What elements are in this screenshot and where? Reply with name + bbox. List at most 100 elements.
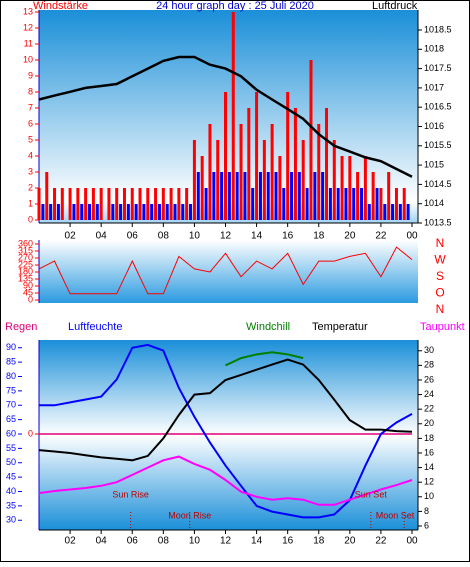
y-tick-label: 5	[28, 134, 33, 144]
y-tick-label: 16	[424, 447, 434, 457]
x-tick-label: 06	[127, 231, 139, 242]
y-tick-label: 18	[424, 433, 434, 443]
y-tick-label: 9	[28, 70, 33, 80]
y-tick-label: 90	[6, 342, 16, 352]
y-tick-label: 28	[424, 360, 434, 370]
series-line	[225, 351, 304, 367]
x-tick-label: 00	[406, 536, 418, 547]
y-tick-label: 30	[424, 345, 434, 355]
y-tick-label: 1018	[424, 44, 444, 54]
y-tick-label: 6	[424, 520, 429, 530]
y-tick-label: 75	[6, 385, 16, 395]
series-line	[38, 55, 413, 178]
x-tick-label: 08	[158, 536, 170, 547]
event-label: Sun Set	[355, 489, 388, 499]
x-tick-label: 08	[158, 231, 170, 242]
series-line	[38, 455, 413, 506]
legend-label: Luftfeuchte	[68, 321, 122, 333]
y-tick-label: 1014.5	[424, 179, 452, 189]
y-tick-label: 180	[18, 266, 33, 276]
y-tick-label: 45	[23, 287, 33, 297]
y-tick-label: 10	[424, 491, 434, 501]
y-tick-label: 45	[6, 472, 16, 482]
y-tick-label: 30	[6, 515, 16, 525]
y-tick-label: 1017	[424, 82, 444, 92]
y-tick-label: 1	[28, 198, 33, 208]
y-tick-label: 80	[6, 371, 16, 381]
y-label: Windstärke	[33, 0, 88, 12]
y-tick-label: 6	[28, 118, 33, 128]
y-tick-label: 40	[6, 486, 16, 496]
x-tick-label: 12	[220, 536, 232, 547]
y-tick-label: 8	[28, 86, 33, 96]
x-tick-label: 02	[65, 231, 77, 242]
series-line	[38, 358, 413, 462]
x-tick-label: 14	[251, 231, 263, 242]
x-tick-label: 20	[344, 231, 356, 242]
direction-label: W	[434, 253, 446, 267]
y2-label: Luftdruck	[372, 0, 418, 12]
event-label: Moon Rise	[168, 510, 211, 520]
y-tick-label: 65	[6, 414, 16, 424]
y-tick-label: 12	[424, 477, 434, 487]
y-tick-label: 1013.5	[424, 217, 452, 227]
event-label: Sun Rise	[112, 489, 149, 499]
x-tick-label: 04	[96, 536, 108, 547]
y-tick-label: 12	[23, 22, 33, 32]
y-tick-label: 11	[24, 38, 33, 48]
y-tick-label: 14	[424, 462, 434, 472]
series-line	[38, 246, 413, 295]
direction-label: O	[435, 286, 444, 300]
x-tick-label: 10	[189, 231, 201, 242]
x-tick-label: 00	[406, 231, 418, 242]
legend-label: Regen	[5, 321, 37, 333]
x-tick-label: 22	[375, 536, 387, 547]
y-tick-label: 270	[18, 252, 33, 262]
direction-label: S	[436, 269, 444, 283]
y-tick-label: 13	[23, 6, 33, 16]
x-tick-label: 16	[282, 231, 294, 242]
y-tick-label: 85	[6, 357, 16, 367]
y-tick-label: 1015	[424, 159, 444, 169]
y-tick-label: 60	[6, 428, 16, 438]
y-tick-label: 360	[18, 238, 33, 248]
x-tick-label: 02	[65, 536, 77, 547]
legend-label: Windchill	[246, 321, 290, 333]
y-tick-label: 35	[6, 500, 16, 510]
y-tick-label: 10	[23, 54, 33, 64]
legend-label: Temperatur	[312, 321, 368, 333]
y-tick-label: 0	[28, 294, 33, 304]
x-tick-label: 16	[282, 536, 294, 547]
x-tick-label: 06	[127, 536, 139, 547]
x-tick-label: 10	[189, 536, 201, 547]
y-tick-label: 0	[28, 214, 33, 224]
y-tick-label: 4	[28, 150, 33, 160]
x-tick-label: 22	[375, 231, 387, 242]
y-tick-label: 22	[424, 404, 434, 414]
x-tick-label: 20	[344, 536, 356, 547]
y-tick-label: 1017.5	[424, 63, 452, 73]
y-tick-label: 2	[28, 182, 33, 192]
direction-label: N	[436, 236, 445, 250]
x-tick-label: 12	[220, 231, 232, 242]
x-tick-label: 18	[313, 536, 325, 547]
y-tick-label: 50	[6, 457, 16, 467]
y-tick-label: 20	[424, 418, 434, 428]
y-tick-label: 225	[18, 259, 33, 269]
y-tick-label: 7	[28, 102, 33, 112]
panel-bg	[39, 240, 418, 303]
y-tick-label: 0	[28, 428, 33, 438]
y-tick-label: 1018.5	[424, 24, 452, 34]
y-tick-label: 1014	[424, 198, 444, 208]
x-tick-label: 04	[96, 231, 108, 242]
chart-title: 24 hour graph day : 25 Juli 2020	[156, 0, 314, 12]
y-tick-label: 70	[6, 400, 16, 410]
y-tick-label: 1016	[424, 121, 444, 131]
y-tick-label: 1016.5	[424, 102, 452, 112]
panel-bg	[39, 340, 418, 530]
y-tick-label: 8	[424, 506, 429, 516]
y-tick-label: 26	[424, 374, 434, 384]
x-tick-label: 18	[313, 231, 325, 242]
y-tick-label: 1015.5	[424, 140, 452, 150]
